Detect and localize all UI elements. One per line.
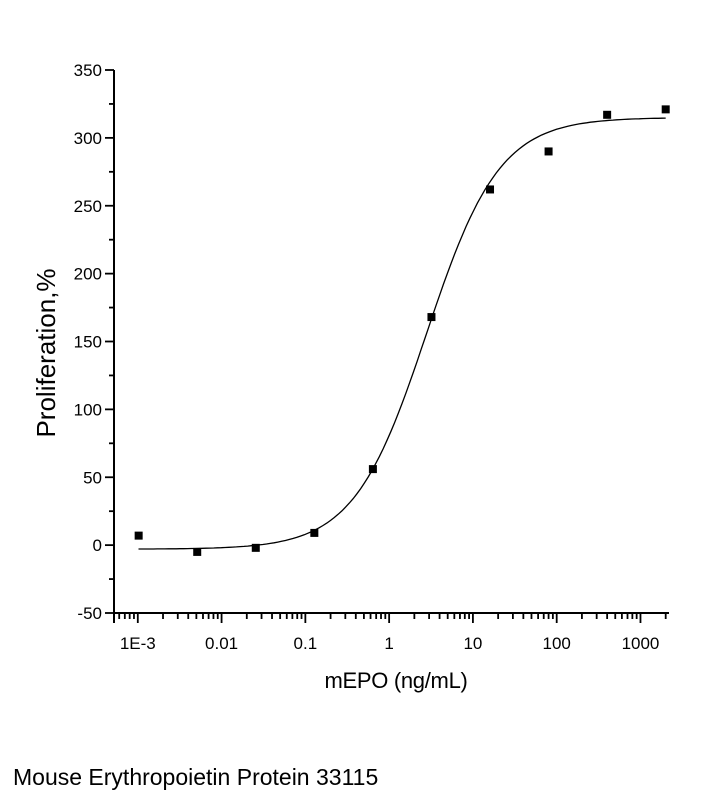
data-point-marker <box>427 313 436 322</box>
x-tick-label: 1000 <box>622 634 660 653</box>
x-tick-label: 100 <box>543 634 571 653</box>
plot-area: -50 0 50 100 150 200 250 300 350 1E-3 0.01 0.1 1 10 10… <box>74 61 670 653</box>
y-tick-label: 250 <box>74 197 102 216</box>
data-point-marker <box>368 465 377 474</box>
dose-response-chart: -50 0 50 100 150 200 250 300 350 1E-3 0.01 0.1 1 10 10… <box>31 61 670 693</box>
x-axis-title: mEPO (ng/mL) <box>324 668 467 693</box>
y-tick-label: 100 <box>74 400 102 419</box>
data-point-marker <box>661 105 670 114</box>
x-tick-label: 1E-3 <box>120 634 156 653</box>
y-axis-title: Proliferation,% <box>31 268 61 437</box>
data-point-marker <box>544 147 553 156</box>
y-tick-label: 200 <box>74 265 102 284</box>
y-tick-label: 50 <box>83 468 102 487</box>
y-tick-label: 0 <box>93 536 102 555</box>
fit-curve <box>138 117 666 550</box>
y-tick-label: 300 <box>74 129 102 148</box>
x-tick-label: 1 <box>384 634 393 653</box>
x-tick-label: 10 <box>463 634 482 653</box>
axis-lines <box>113 70 669 623</box>
y-tick-label: 150 <box>74 333 102 352</box>
y-tick-label: -50 <box>77 604 102 623</box>
x-tick-label: 0.1 <box>294 634 318 653</box>
data-point-marker <box>251 543 260 552</box>
data-point-marker <box>134 531 143 540</box>
x-tick-label: 0.01 <box>205 634 238 653</box>
data-point-marker <box>603 110 612 119</box>
data-point-marker <box>310 528 319 537</box>
figure-caption: Mouse Erythropoietin Protein 33115 <box>13 764 379 790</box>
y-tick-label: 350 <box>74 61 102 80</box>
data-point-marker <box>193 547 202 556</box>
data-point-marker <box>486 185 495 194</box>
